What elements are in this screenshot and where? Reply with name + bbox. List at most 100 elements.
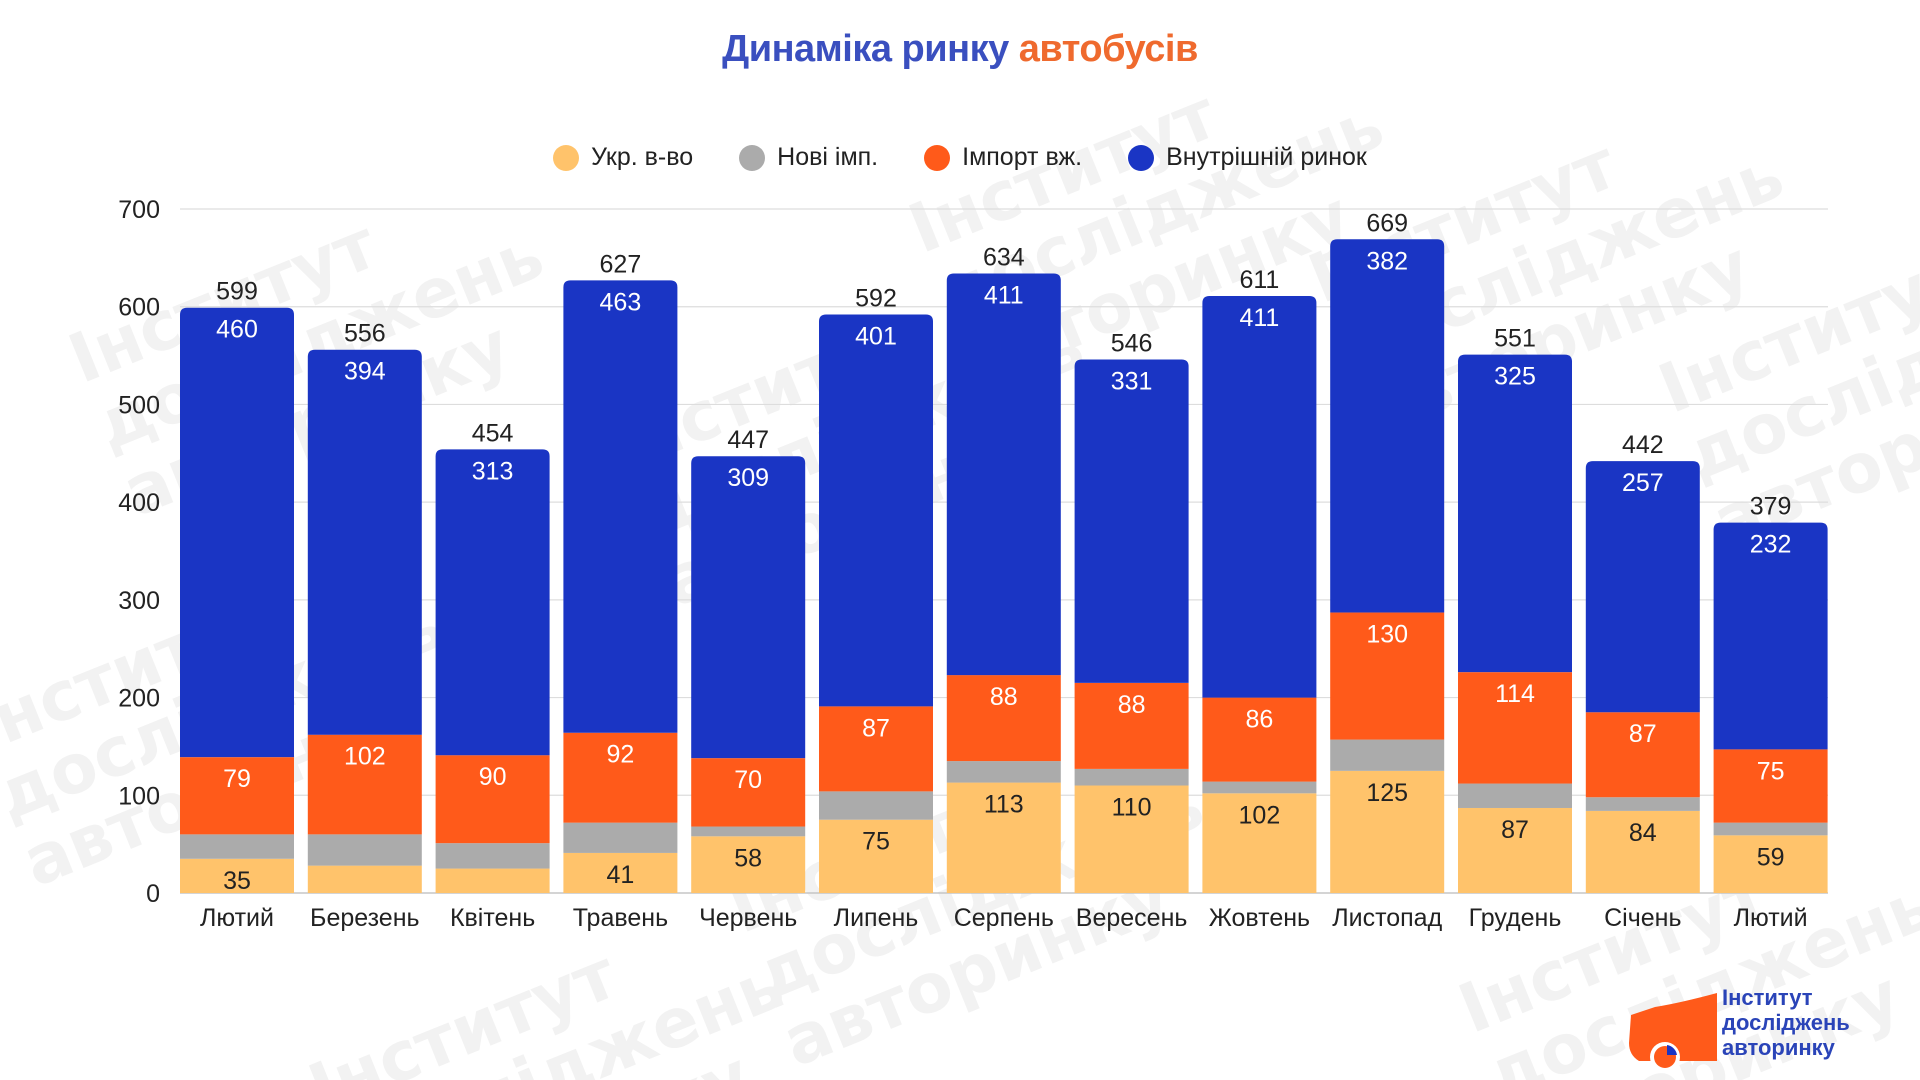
data-label: 394 <box>344 358 386 386</box>
bar-segment-new_imp <box>1585 797 1700 811</box>
data-label: 90 <box>479 763 507 791</box>
data-label: 130 <box>1366 621 1408 649</box>
y-tick-label: 200 <box>118 685 160 713</box>
bar-segment-domestic <box>819 314 933 707</box>
x-tick-label: Червень <box>699 904 797 932</box>
y-tick-label: 0 <box>146 880 160 908</box>
bar-segment-import_used <box>563 732 678 823</box>
total-label: 454 <box>472 419 514 447</box>
bar-segment-ukr <box>946 782 1061 893</box>
bar-segment-import_used <box>1458 672 1572 784</box>
bar-segment-domestic <box>691 456 806 759</box>
data-label: 325 <box>1494 363 1536 391</box>
data-label: 70 <box>734 766 762 794</box>
data-label: 88 <box>1118 691 1146 719</box>
legend-item-ukr[interactable]: Укр. в-во <box>553 143 693 172</box>
data-label: 309 <box>727 464 769 492</box>
legend: Укр. в-во Нові імп. Імпорт вж. Внутрішні… <box>0 143 1920 172</box>
bar-segment-import_used <box>1713 749 1828 823</box>
legend-item-new-imp[interactable]: Нові імп. <box>739 143 878 172</box>
total-label: 634 <box>983 243 1025 271</box>
legend-dot-domestic-icon <box>1128 144 1155 171</box>
total-label: 592 <box>855 285 897 313</box>
x-tick-label: Серпень <box>954 904 1054 932</box>
x-tick-label: Вересень <box>1076 904 1188 932</box>
bar-segment-new_imp <box>307 834 422 866</box>
bar-segment-domestic <box>1074 359 1189 683</box>
logo-line-2: досліджень <box>1722 1010 1850 1035</box>
x-tick-label: Січень <box>1604 904 1681 932</box>
legend-item-import-used[interactable]: Імпорт вж. <box>924 143 1082 172</box>
bar-segment-new_imp <box>1202 781 1317 794</box>
bar-segment-new_imp <box>946 761 1061 783</box>
x-tick-label: Листопад <box>1332 904 1442 932</box>
bar-segment-new_imp <box>691 826 806 837</box>
x-tick-label: Квітень <box>450 904 535 932</box>
x-tick-label: Липень <box>834 904 919 932</box>
bar-segment-domestic <box>1202 295 1317 698</box>
total-label: 556 <box>344 320 386 348</box>
y-tick-label: 600 <box>118 294 160 322</box>
bar-segment-domestic <box>1585 461 1700 713</box>
x-tick-label: Травень <box>573 904 668 932</box>
data-label: 86 <box>1245 706 1273 734</box>
total-label: 546 <box>1111 329 1153 357</box>
data-label: 79 <box>223 765 251 793</box>
bar-segment-domestic <box>1458 354 1572 673</box>
data-label: 463 <box>600 288 642 316</box>
legend-label: Укр. в-во <box>591 143 694 171</box>
data-label: 84 <box>1629 819 1657 847</box>
data-label: 125 <box>1366 779 1408 807</box>
x-tick-label: Грудень <box>1469 904 1562 932</box>
bar-segment-new_imp <box>1330 739 1445 771</box>
data-label: 411 <box>1239 304 1279 332</box>
bar-segment-domestic <box>307 349 422 735</box>
data-label: 113 <box>984 791 1024 819</box>
logo-car-icon <box>1629 993 1717 1072</box>
bar-segment-import_used <box>691 758 806 827</box>
bar-segment-import_used <box>1074 682 1189 769</box>
y-tick-label: 100 <box>118 782 160 810</box>
data-label: 257 <box>1622 469 1664 497</box>
bar-segment-domestic <box>180 307 294 758</box>
bar-segment-new_imp <box>1458 783 1572 808</box>
data-label: 87 <box>1501 816 1529 844</box>
bar-segment-ukr <box>1330 770 1445 893</box>
total-label: 669 <box>1366 209 1408 237</box>
logo-text: Інститут досліджень авторинку <box>1722 985 1850 1060</box>
data-label: 35 <box>223 867 251 895</box>
data-label: 411 <box>984 281 1024 309</box>
bar-segment-ukr <box>180 858 294 893</box>
total-label: 447 <box>727 426 769 454</box>
bar-segment-ukr <box>1458 807 1572 893</box>
legend-label: Внутрішній ринок <box>1166 143 1367 171</box>
data-label: 313 <box>472 457 514 485</box>
data-label: 88 <box>990 683 1018 711</box>
bar-segment-import_used <box>1585 712 1700 798</box>
bar-segment-domestic <box>563 280 678 733</box>
bar-segment-import_used <box>1202 697 1317 782</box>
data-label: 102 <box>1239 801 1281 829</box>
bar-segment-domestic <box>1330 239 1445 613</box>
data-label: 92 <box>606 741 634 769</box>
data-label: 114 <box>1495 680 1535 708</box>
data-label: 87 <box>1629 720 1657 748</box>
data-label: 232 <box>1750 531 1792 559</box>
data-label: 75 <box>862 828 890 856</box>
bar-segment-domestic <box>1713 522 1828 750</box>
legend-dot-ukr-icon <box>553 144 580 171</box>
bar-segment-new_imp <box>563 822 678 853</box>
data-label: 58 <box>734 844 762 872</box>
legend-item-domestic[interactable]: Внутрішній ринок <box>1128 143 1367 172</box>
legend-label: Нові імп. <box>777 143 879 171</box>
bar-segment-new_imp <box>819 791 933 820</box>
chart-title-part2: автобусів <box>1018 28 1199 70</box>
data-label: 87 <box>862 714 890 742</box>
total-label: 551 <box>1494 325 1536 353</box>
logo-line-1: Інститут <box>1722 985 1813 1010</box>
data-label: 59 <box>1757 843 1785 871</box>
bar-segment-ukr <box>1074 785 1189 893</box>
bar-segment-import_used <box>180 757 294 835</box>
bar-segment-ukr <box>1202 793 1317 893</box>
